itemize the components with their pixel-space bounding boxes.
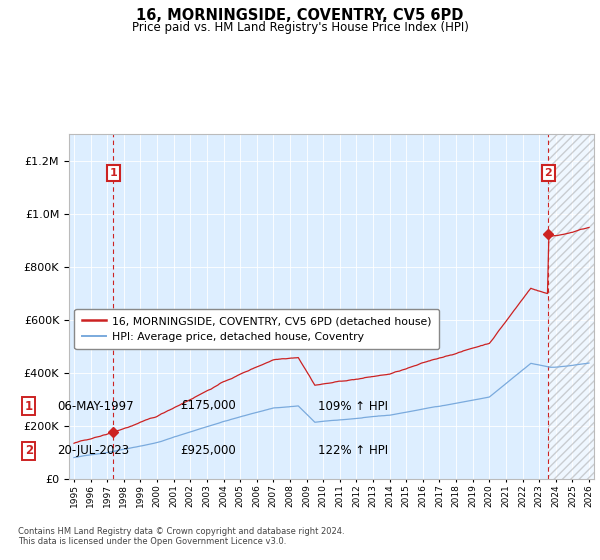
Text: 20-JUL-2023: 20-JUL-2023 — [57, 444, 129, 458]
Legend: 16, MORNINGSIDE, COVENTRY, CV5 6PD (detached house), HPI: Average price, detache: 16, MORNINGSIDE, COVENTRY, CV5 6PD (deta… — [74, 309, 439, 349]
Text: Price paid vs. HM Land Registry's House Price Index (HPI): Price paid vs. HM Land Registry's House … — [131, 21, 469, 34]
Text: 1: 1 — [109, 168, 117, 178]
Text: 122% ↑ HPI: 122% ↑ HPI — [318, 444, 388, 458]
Text: £925,000: £925,000 — [180, 444, 236, 458]
Text: 1: 1 — [25, 399, 33, 413]
Bar — [548, 134, 600, 479]
Text: 06-MAY-1997: 06-MAY-1997 — [57, 399, 134, 413]
Text: Contains HM Land Registry data © Crown copyright and database right 2024.
This d: Contains HM Land Registry data © Crown c… — [18, 526, 344, 546]
Text: 2: 2 — [25, 444, 33, 458]
Text: 16, MORNINGSIDE, COVENTRY, CV5 6PD: 16, MORNINGSIDE, COVENTRY, CV5 6PD — [136, 8, 464, 24]
Text: 2: 2 — [544, 168, 552, 178]
Text: 109% ↑ HPI: 109% ↑ HPI — [318, 399, 388, 413]
Text: £175,000: £175,000 — [180, 399, 236, 413]
